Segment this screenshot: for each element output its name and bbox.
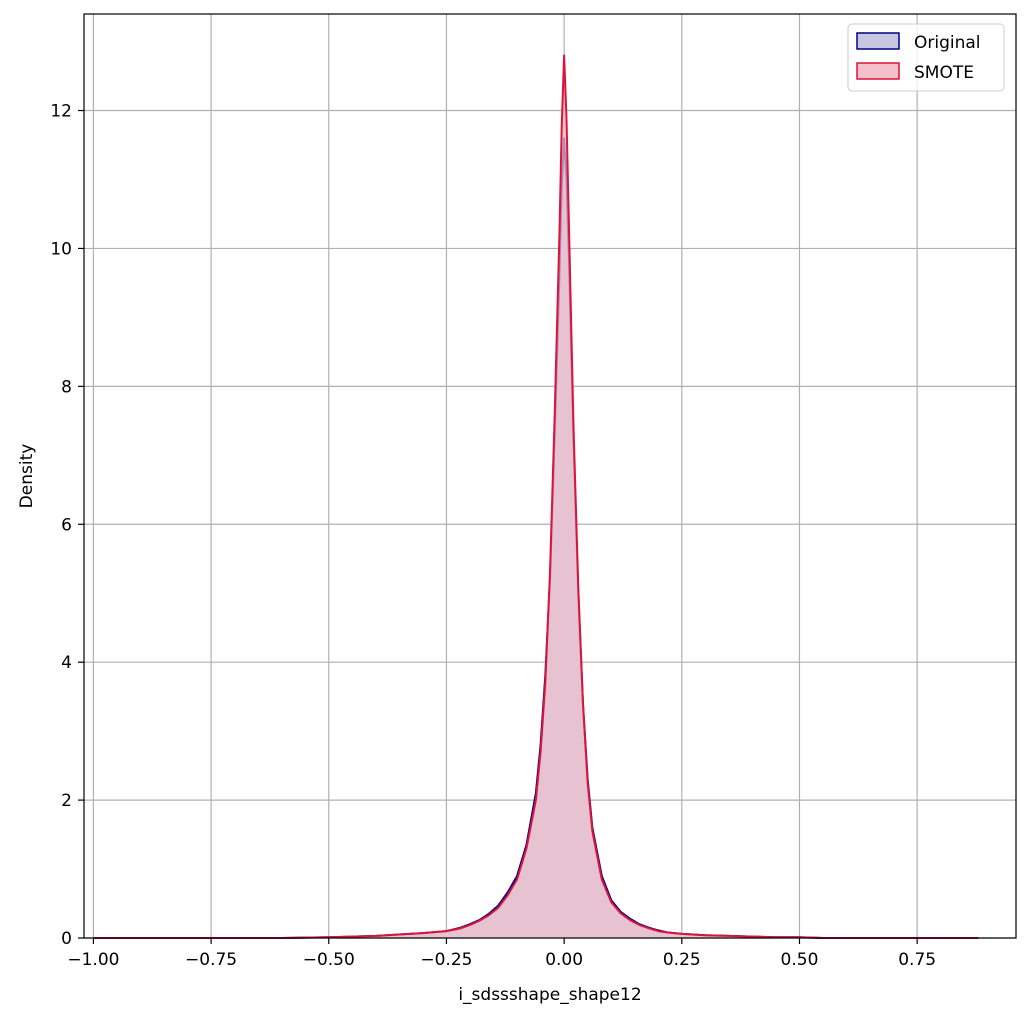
x-tick-label: 0.00: [545, 950, 583, 970]
legend-swatch-original: [856, 32, 900, 50]
x-tick-label: −0.75: [185, 950, 237, 970]
y-tick-label: 12: [50, 102, 72, 122]
x-tick-label: 0.50: [781, 950, 819, 970]
y-tick-label: 8: [61, 377, 72, 397]
x-tick-label: −0.50: [303, 950, 355, 970]
plot-frame: [83, 13, 1017, 939]
y-tick-label: 2: [61, 791, 72, 811]
x-tick-label: −1.00: [67, 950, 119, 970]
y-tick-label: 0: [61, 929, 72, 949]
y-axis-label: Density: [17, 444, 37, 509]
legend-swatch-smote: [856, 62, 900, 80]
series-layer: [93, 54, 979, 939]
x-tick-label: 0.25: [663, 950, 701, 970]
x-tick-label: −0.25: [420, 950, 472, 970]
legend: Original SMOTE: [847, 23, 1005, 92]
y-tick-label: 4: [61, 653, 72, 673]
x-axis-label: i_sdssshape_shape12: [458, 985, 641, 1005]
y-tick-label: 6: [61, 515, 72, 535]
ticks: −1.00 −0.75 −0.50 −0.25 0.00 0.25 0.50 0.75 0 2 4 6…: [50, 102, 936, 970]
line-smote: [93, 54, 979, 939]
y-tick-label: 10: [50, 239, 72, 259]
legend-label-original: Original: [914, 33, 981, 53]
x-tick-label: 0.75: [898, 950, 936, 970]
legend-label-smote: SMOTE: [914, 63, 974, 83]
